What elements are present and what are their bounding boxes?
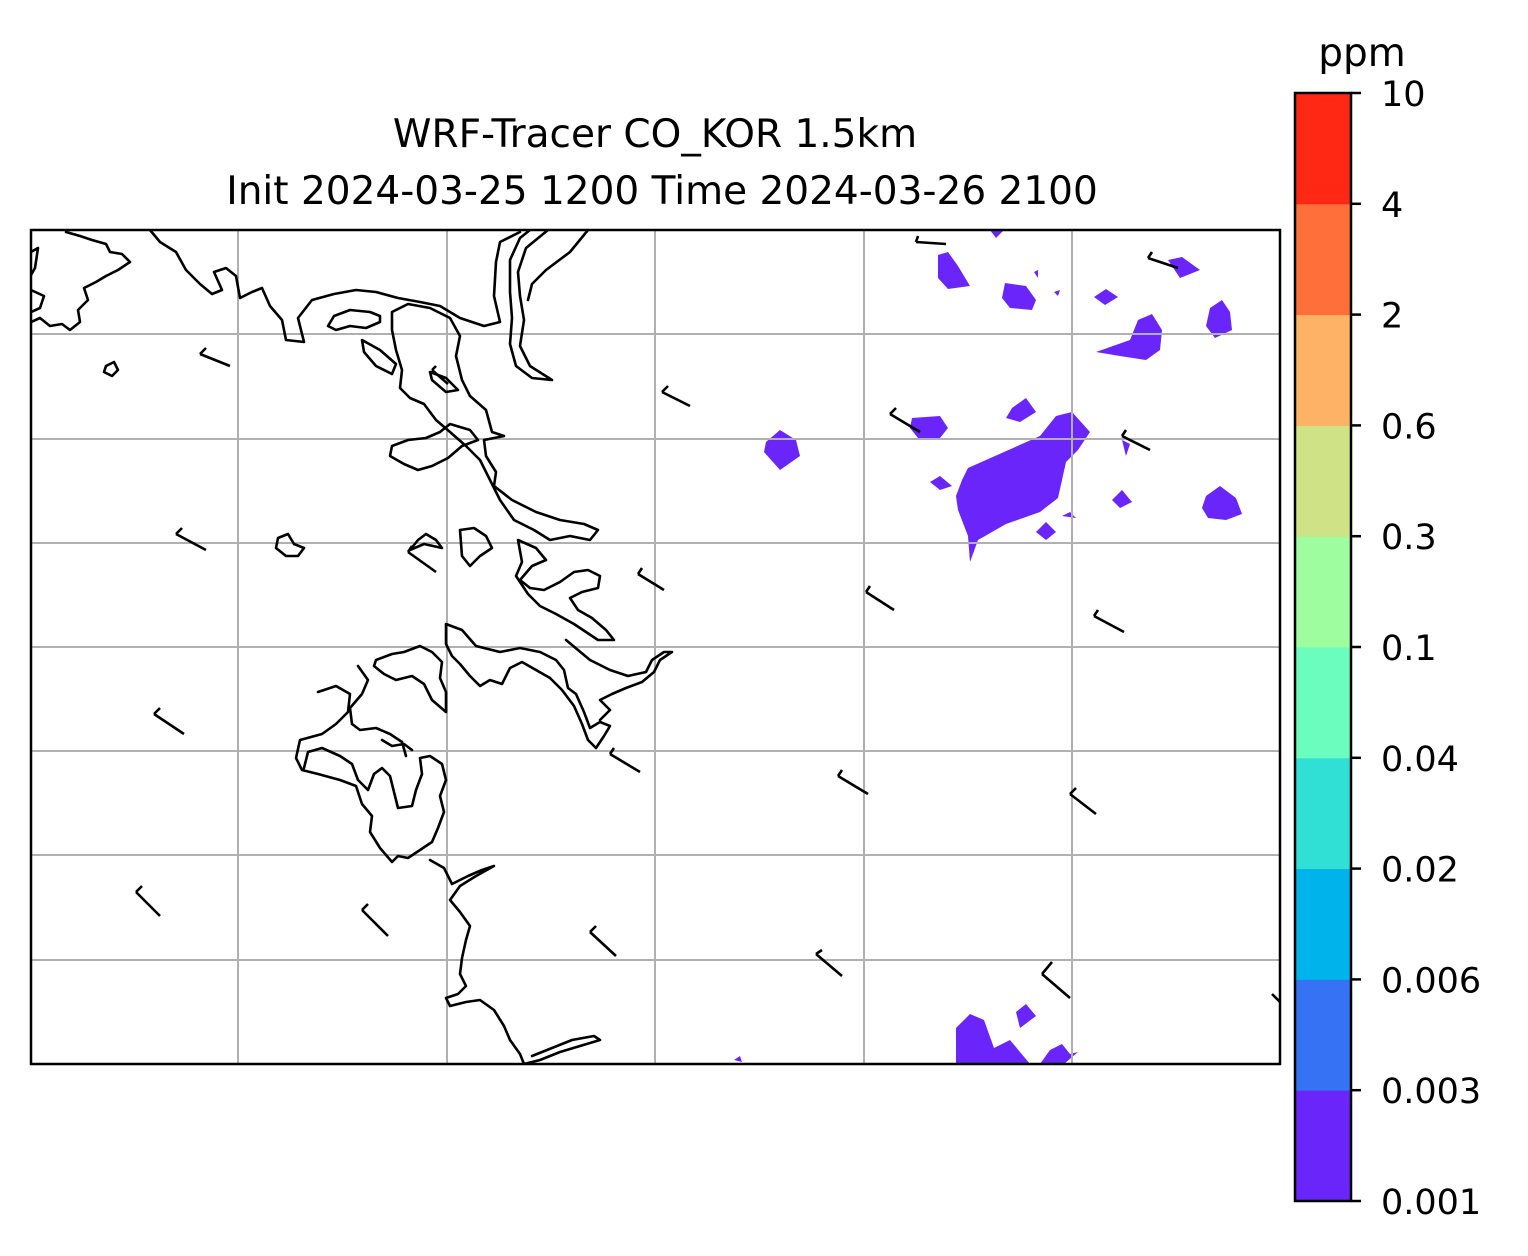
wind-barb: [589, 925, 617, 957]
gridlines: [31, 230, 1280, 1064]
tracer-patch: [1112, 490, 1132, 508]
map-panel[interactable]: [29, 228, 1282, 1066]
colorbar-segment: [1295, 1090, 1351, 1202]
wind-barb: [361, 903, 389, 937]
tracer-patch: [1096, 314, 1162, 360]
wind-barb: [135, 885, 161, 917]
tracer-patch: [1006, 398, 1036, 422]
wind-barb: [836, 769, 869, 796]
colorbar-segment: [1295, 757, 1351, 870]
colorbar: ppm 0.001 0.003 0.006 0.02 0.04 0.1 0.3 0.6 2 4 10: [1293, 31, 1481, 1223]
tracer-patch: [1016, 1004, 1036, 1028]
wind-barb: [175, 527, 207, 552]
wind-barb: [406, 545, 437, 574]
wind-barb: [636, 567, 665, 592]
colorbar-segment: [1295, 425, 1351, 537]
colorbar-tick-label: 0.1: [1381, 629, 1437, 669]
colorbar-tick-label: 0.6: [1381, 407, 1437, 447]
colorbar-tick-label: 0.04: [1381, 740, 1459, 780]
colorbar-tick-label: 4: [1381, 186, 1403, 226]
tracer-patch: [1122, 440, 1130, 456]
wind-barb: [431, 365, 449, 385]
wind-barb: [889, 407, 921, 434]
wind-barb: [815, 948, 843, 977]
colorbar-tick-label: 10: [1381, 75, 1426, 115]
wind-barb: [608, 747, 641, 774]
colorbar-segments: [1295, 93, 1351, 1202]
wind-barbs: [135, 235, 1280, 1003]
tracer-patch: [1002, 283, 1036, 310]
tracer-patch: [1206, 300, 1232, 338]
wind-barb: [153, 707, 185, 736]
wind-barb: [1041, 961, 1071, 999]
tracer-patch: [938, 252, 970, 289]
wind-barb: [1146, 251, 1179, 270]
map-frame: [29, 228, 1282, 1066]
tracer-patch: [990, 230, 1004, 238]
colorbar-tick-label: 0.3: [1381, 518, 1437, 558]
colorbar-segment: [1295, 979, 1351, 1091]
tracer-patch: [1054, 290, 1060, 296]
tracer-patch: [1202, 486, 1242, 520]
wind-barb: [661, 385, 691, 408]
title-line-1: WRF-Tracer CO_KOR 1.5km: [393, 112, 917, 157]
tracer-patch: [1040, 1044, 1078, 1064]
tracer-patch: [1094, 289, 1118, 305]
colorbar-unit-label: ppm: [1318, 31, 1406, 76]
tracer-contours: [734, 230, 1242, 1064]
tracer-patch: [1168, 257, 1200, 278]
colorbar-tick-label: 2: [1381, 297, 1403, 337]
colorbar-tick-label: 0.001: [1381, 1183, 1481, 1223]
wind-barb: [914, 235, 947, 246]
colorbar-segment: [1295, 536, 1351, 648]
colorbar-ticks: 0.001 0.003 0.006 0.02 0.04 0.1 0.3 0.6 2 4 10: [1351, 75, 1481, 1223]
colorbar-tick-label: 0.02: [1381, 851, 1459, 891]
wind-barb: [1120, 429, 1151, 452]
wind-barb: [1092, 609, 1125, 634]
colorbar-segment: [1295, 868, 1351, 980]
colorbar-segment: [1295, 93, 1351, 205]
tracer-patch: [1036, 522, 1056, 540]
colorbar-segment: [1295, 203, 1351, 316]
wind-barb: [1069, 787, 1097, 816]
wind-barb: [864, 585, 895, 612]
tracer-patch: [734, 1056, 742, 1062]
colorbar-tick-label: 0.003: [1381, 1072, 1481, 1112]
colorbar-segment: [1295, 314, 1351, 426]
coastline: [31, 230, 674, 1064]
tracer-patch: [956, 1014, 1030, 1064]
title-line-2: Init 2024-03-25 1200 Time 2024-03-26 210…: [226, 169, 1098, 214]
tracer-patch: [956, 412, 1090, 562]
wind-barb: [1271, 993, 1280, 1003]
colorbar-tick-label: 0.006: [1381, 961, 1481, 1001]
wind-barb: [199, 347, 231, 368]
colorbar-segment: [1295, 647, 1351, 759]
colorbar-frame: [1293, 91, 1353, 1203]
tracer-patch: [930, 476, 952, 490]
tracer-patch: [1034, 270, 1038, 278]
